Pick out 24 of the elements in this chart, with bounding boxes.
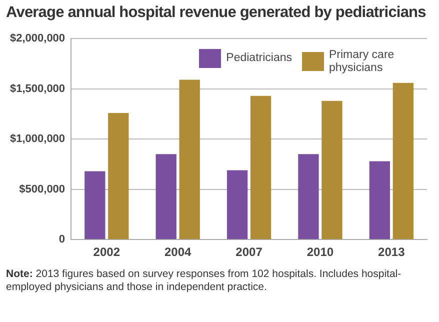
- bar: [226, 170, 248, 240]
- y-tick-label: $500,000: [19, 183, 66, 196]
- x-tick-label: 2002: [93, 245, 120, 260]
- y-tick-label: $1,000,000: [10, 133, 66, 146]
- y-tick-label: $1,500,000: [10, 82, 66, 95]
- bar: [108, 112, 129, 240]
- x-tick-label: 2010: [306, 245, 334, 260]
- text: Note: 2013 figures based on survey responses from 102 hospitals. Includes hospital-employed physicians and those in independent practice.: [6, 268, 402, 294]
- legend-label: Pediatricians: [226, 52, 292, 65]
- y-tick-label: $2,000,000: [10, 32, 66, 45]
- bar: [250, 96, 272, 240]
- bar: [392, 82, 414, 240]
- legend-label: Primary care physicians: [329, 48, 396, 75]
- bar: [322, 100, 342, 240]
- bar: [179, 80, 200, 240]
- x-tick-label: 2004: [164, 245, 192, 260]
- x-tick-label: 2007: [236, 245, 263, 260]
- bar: [84, 171, 106, 240]
- bar: [369, 161, 390, 240]
- x-tick-label: 2013: [378, 245, 406, 260]
- bar: [298, 154, 319, 240]
- chart-title: Average annual hospital revenue generated by pediatricians: [6, 4, 426, 22]
- bar: [156, 154, 176, 240]
- y-tick-label: 0: [58, 234, 66, 246]
